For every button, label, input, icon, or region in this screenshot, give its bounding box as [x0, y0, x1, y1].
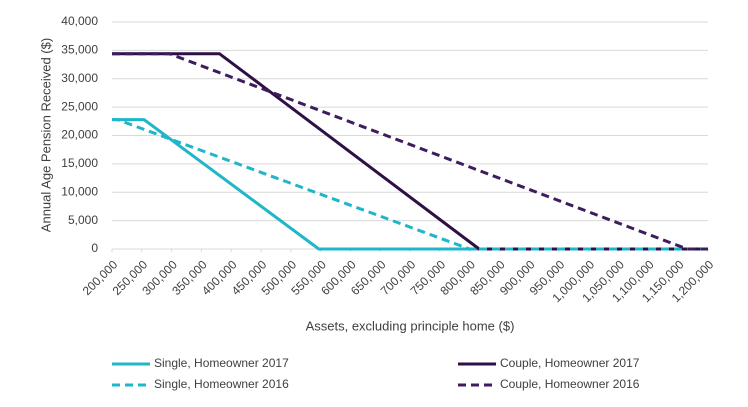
- legend-label: Single, Homeowner 2016: [154, 377, 289, 391]
- y-tick-label: 10,000: [61, 184, 98, 198]
- x-axis-title: Assets, excluding principle home ($): [306, 318, 515, 333]
- y-tick-label: 25,000: [61, 99, 98, 113]
- y-tick-label: 5,000: [68, 213, 98, 227]
- legend-label: Single, Homeowner 2017: [154, 356, 289, 370]
- legend-label: Couple, Homeowner 2017: [500, 356, 640, 370]
- y-tick-label: 20,000: [61, 128, 98, 142]
- y-tick-label: 30,000: [61, 71, 98, 85]
- legend-label: Couple, Homeowner 2016: [500, 377, 640, 391]
- y-tick-label: 35,000: [61, 43, 98, 57]
- y-tick-label: 40,000: [61, 14, 98, 28]
- series-line: [112, 118, 708, 251]
- series-line: [112, 118, 708, 251]
- series-line: [112, 52, 708, 251]
- y-axis-title: Annual Age Pension Received ($): [38, 38, 53, 232]
- y-tick-label: 15,000: [61, 156, 98, 170]
- y-tick-label: 0: [91, 241, 98, 255]
